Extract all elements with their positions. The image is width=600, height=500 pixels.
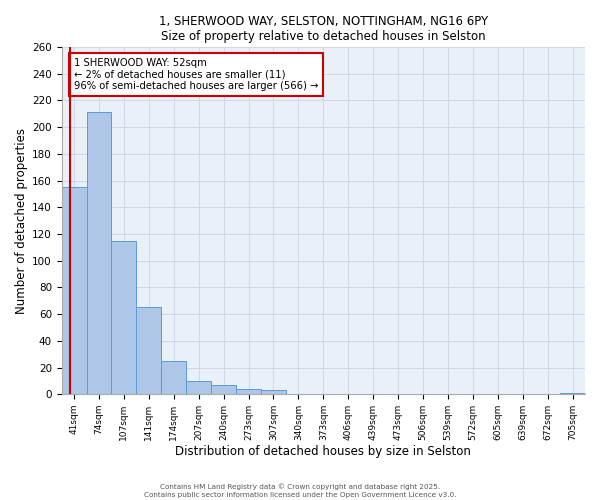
- Bar: [186, 381, 211, 394]
- Text: Contains HM Land Registry data © Crown copyright and database right 2025.
Contai: Contains HM Land Registry data © Crown c…: [144, 484, 456, 498]
- Text: 1 SHERWOOD WAY: 52sqm
← 2% of detached houses are smaller (11)
96% of semi-detac: 1 SHERWOOD WAY: 52sqm ← 2% of detached h…: [74, 58, 318, 91]
- X-axis label: Distribution of detached houses by size in Selston: Distribution of detached houses by size …: [175, 444, 471, 458]
- Bar: [236, 389, 261, 394]
- Bar: [560, 393, 585, 394]
- Bar: [136, 308, 161, 394]
- Bar: [112, 240, 136, 394]
- Bar: [62, 187, 86, 394]
- Bar: [86, 112, 112, 394]
- Title: 1, SHERWOOD WAY, SELSTON, NOTTINGHAM, NG16 6PY
Size of property relative to deta: 1, SHERWOOD WAY, SELSTON, NOTTINGHAM, NG…: [159, 15, 488, 43]
- Y-axis label: Number of detached properties: Number of detached properties: [15, 128, 28, 314]
- Bar: [211, 385, 236, 394]
- Bar: [161, 361, 186, 394]
- Bar: [261, 390, 286, 394]
